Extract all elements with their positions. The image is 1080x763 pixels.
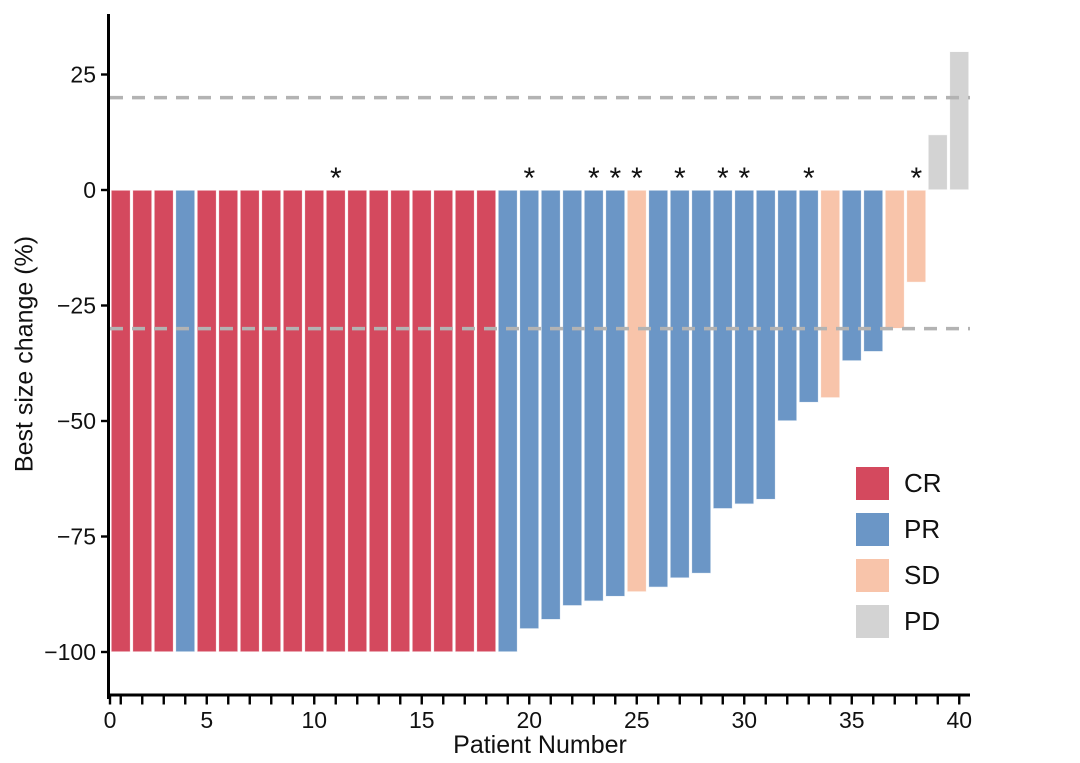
bar-patient-8 xyxy=(260,189,282,653)
asterisk-patient-23: * xyxy=(588,162,600,195)
bar-patient-12 xyxy=(346,189,368,653)
bar-patient-21 xyxy=(540,189,562,621)
bar-patient-40 xyxy=(948,50,970,191)
legend-item-cr: CR xyxy=(856,467,942,500)
x-tick-label-40: 40 xyxy=(946,707,972,733)
bar-patient-27 xyxy=(669,189,691,579)
bar-patient-9 xyxy=(282,189,304,653)
legend-item-pr: PR xyxy=(856,513,942,546)
bar-patient-39 xyxy=(927,133,949,191)
y-tick-label--100: −100 xyxy=(44,639,96,665)
bar-patient-15 xyxy=(411,189,433,653)
bar-patient-22 xyxy=(561,189,583,607)
legend-label-pd: PD xyxy=(904,606,941,636)
bar-patient-37 xyxy=(884,189,906,330)
bar-patient-7 xyxy=(239,189,261,653)
y-tick-label-25: 25 xyxy=(70,62,96,88)
bar-patient-18 xyxy=(475,189,497,653)
bar-patient-26 xyxy=(647,189,669,588)
bar-patient-32 xyxy=(776,189,798,422)
legend-swatch-cr xyxy=(856,467,889,500)
bar-patient-28 xyxy=(690,189,712,575)
asterisk-patient-38: * xyxy=(910,162,922,195)
y-tick-label--50: −50 xyxy=(57,408,96,434)
y-axis-title: Best size change (%) xyxy=(10,235,39,473)
asterisk-patient-30: * xyxy=(738,162,750,195)
bar-patient-13 xyxy=(368,189,390,653)
y-tick-label-0: 0 xyxy=(83,177,96,203)
x-tick-label-5: 5 xyxy=(200,707,213,733)
legend-label-pr: PR xyxy=(904,514,941,544)
bar-patient-5 xyxy=(196,189,218,653)
bar-patient-35 xyxy=(841,189,863,362)
x-tick-label-15: 15 xyxy=(409,707,435,733)
bar-patient-11 xyxy=(325,189,347,653)
asterisk-patient-33: * xyxy=(803,162,815,195)
asterisk-patient-20: * xyxy=(523,162,535,195)
x-tick-label-10: 10 xyxy=(301,707,327,733)
bar-patient-17 xyxy=(454,189,476,653)
bar-patient-34 xyxy=(819,189,841,399)
bar-patient-36 xyxy=(862,189,884,353)
bar-patient-23 xyxy=(583,189,605,602)
legend-label-cr: CR xyxy=(904,468,942,498)
bar-patient-29 xyxy=(712,189,734,510)
asterisk-patient-29: * xyxy=(717,162,729,195)
bar-patient-3 xyxy=(153,189,175,653)
x-tick-label-20: 20 xyxy=(516,707,542,733)
asterisk-patient-24: * xyxy=(609,162,621,195)
legend-swatch-sd xyxy=(856,559,889,592)
y-tick-label--25: −25 xyxy=(57,293,96,319)
bar-patient-20 xyxy=(518,189,540,630)
x-tick-label-35: 35 xyxy=(839,707,865,733)
bar-patient-10 xyxy=(303,189,325,653)
bar-patient-4 xyxy=(174,189,196,653)
bar-patient-30 xyxy=(733,189,755,505)
legend-item-pd: PD xyxy=(856,605,942,638)
asterisk-patient-11: * xyxy=(330,162,342,195)
x-tick-label-0: 0 xyxy=(104,707,117,733)
bar-patient-6 xyxy=(217,189,239,653)
bar-patient-16 xyxy=(432,189,454,653)
legend-swatch-pr xyxy=(856,513,889,546)
x-axis-title: Patient Number xyxy=(453,731,627,759)
bar-patient-31 xyxy=(755,189,777,501)
bar-patient-1 xyxy=(110,189,132,653)
legend-label-sd: SD xyxy=(904,560,941,590)
bar-patient-38 xyxy=(905,189,927,284)
bar-patient-33 xyxy=(798,189,820,404)
bar-patient-2 xyxy=(131,189,153,653)
bar-patient-14 xyxy=(389,189,411,653)
legend-item-sd: SD xyxy=(856,559,942,592)
x-tick-label-25: 25 xyxy=(624,707,650,733)
asterisk-patient-25: * xyxy=(631,162,643,195)
bar-patient-19 xyxy=(497,189,519,653)
asterisk-patient-27: * xyxy=(674,162,686,195)
legend: CR PR SD PD xyxy=(856,467,942,651)
x-tick-label-30: 30 xyxy=(731,707,757,733)
bar-patient-24 xyxy=(604,189,626,598)
y-tick-label--75: −75 xyxy=(57,524,96,550)
legend-swatch-pd xyxy=(856,605,889,638)
bar-patient-25 xyxy=(626,189,648,593)
